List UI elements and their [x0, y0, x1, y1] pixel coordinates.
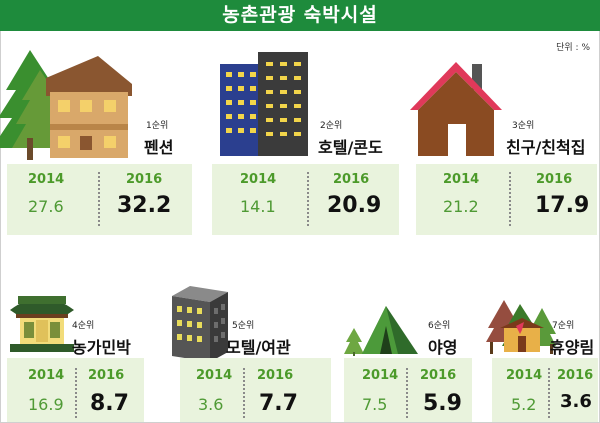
category-name: 야영 — [428, 338, 458, 357]
divider — [75, 368, 77, 418]
category-name: 펜션 — [144, 138, 174, 157]
value-2014: 3.6 — [198, 395, 224, 414]
year-2016-label: 2016 — [536, 172, 573, 187]
house-icon — [410, 62, 502, 156]
value-2014: 27.6 — [28, 197, 64, 216]
divider — [406, 368, 408, 418]
category-name: 휴양림 — [550, 338, 595, 357]
rank-label: 6순위 — [428, 321, 451, 331]
value-2016: 3.6 — [560, 391, 592, 412]
year-2014-label: 2014 — [28, 172, 65, 187]
year-2014-label: 2014 — [196, 368, 233, 383]
divider — [307, 172, 309, 226]
rank-label: 4순위 — [72, 321, 95, 331]
year-2016-label: 2016 — [126, 172, 163, 187]
title-bar: 농촌관광 숙박시설 — [0, 0, 600, 31]
forest-cabin-icon — [486, 300, 556, 354]
value-2014: 14.1 — [240, 197, 276, 216]
motel-building-icon — [172, 286, 228, 362]
category-name: 모텔/여관 — [226, 338, 291, 357]
value-2016: 32.2 — [117, 193, 172, 218]
hotel-building-icon — [220, 52, 308, 156]
tent-icon — [344, 306, 418, 356]
rank-label: 3순위 — [512, 121, 535, 131]
page-title: 농촌관광 숙박시설 — [222, 4, 378, 26]
value-2016: 20.9 — [327, 193, 382, 218]
year-2016-label: 2016 — [88, 368, 125, 383]
year-2016-label: 2016 — [333, 172, 370, 187]
year-2016-label: 2016 — [557, 368, 594, 383]
value-2014: 7.5 — [362, 395, 388, 414]
value-2014: 16.9 — [28, 395, 64, 414]
divider — [509, 172, 511, 226]
value-panel — [212, 164, 399, 235]
rank-label: 2순위 — [320, 121, 343, 131]
year-2014-label: 2014 — [362, 368, 399, 383]
pension-house-icon — [0, 50, 132, 160]
rank-label: 7순위 — [552, 321, 575, 331]
value-2016: 17.9 — [535, 193, 590, 218]
year-2016-label: 2016 — [420, 368, 457, 383]
value-2016: 7.7 — [259, 391, 298, 416]
value-panel — [180, 358, 331, 422]
year-2014-label: 2014 — [28, 368, 65, 383]
divider — [243, 368, 245, 418]
rank-label: 1순위 — [146, 121, 169, 131]
category-name: 친구/친척집 — [506, 138, 586, 157]
category-name: 농가민박 — [72, 338, 131, 357]
value-2014: 5.2 — [511, 395, 537, 414]
rank-label: 5순위 — [232, 321, 255, 331]
year-2014-label: 2014 — [506, 368, 543, 383]
category-name: 호텔/콘도 — [318, 138, 383, 157]
year-2014-label: 2014 — [443, 172, 480, 187]
value-2016: 8.7 — [90, 391, 129, 416]
value-2016: 5.9 — [423, 391, 462, 416]
value-panel — [492, 358, 598, 422]
unit-label: 단위 : % — [556, 43, 590, 53]
year-2016-label: 2016 — [257, 368, 294, 383]
divider — [548, 368, 550, 418]
divider — [98, 172, 100, 226]
value-2014: 21.2 — [443, 197, 479, 216]
value-panel — [344, 358, 472, 422]
value-panel — [416, 164, 597, 235]
year-2014-label: 2014 — [240, 172, 277, 187]
farmhouse-icon — [10, 296, 74, 352]
